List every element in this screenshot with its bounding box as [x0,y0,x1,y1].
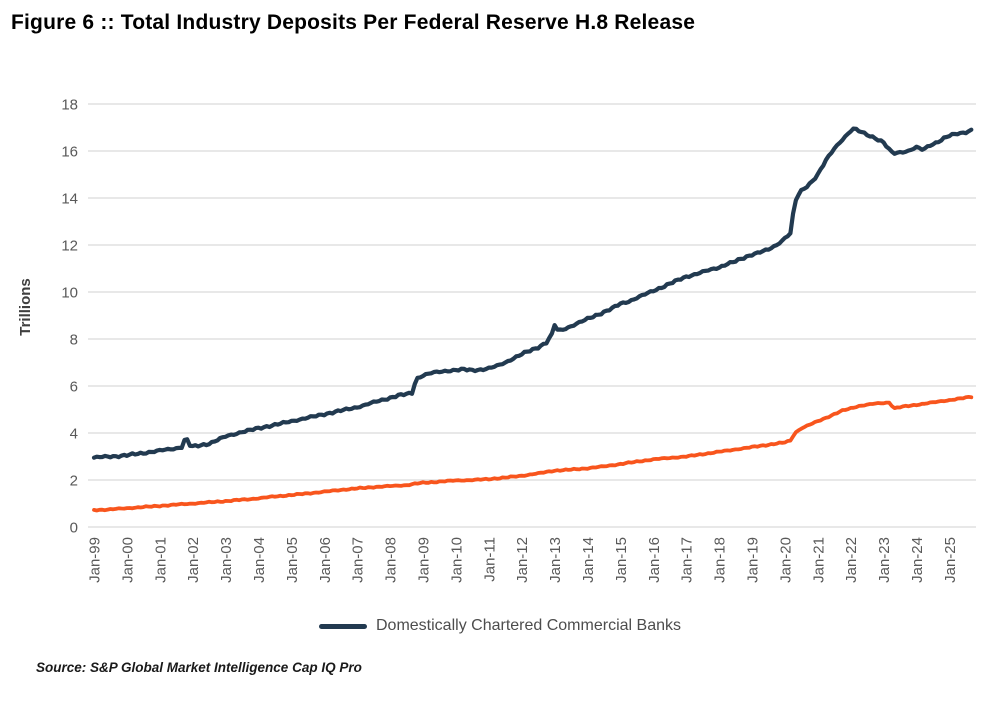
y-axis-tick-label: 12 [61,238,78,255]
y-axis-tick-label: 4 [70,426,78,443]
x-axis-tick-label: Jan-05 [284,537,301,583]
x-axis-tick-label: Jan-09 [416,537,433,583]
y-axis-tick-label: 8 [70,332,78,349]
legend-line-swatch [319,623,367,629]
x-axis-tick-label: Jan-25 [942,537,959,583]
x-axis-tick-label: Jan-20 [777,537,794,583]
figure-title: Figure 6 :: Total Industry Deposits Per … [11,11,696,34]
x-axis-tick-label: Jan-11 [481,537,498,582]
y-axis-tick-label: 18 [61,97,78,114]
x-axis-tick-label: Jan-23 [876,537,893,583]
source-note: Source: S&P Global Market Intelligence C… [36,660,362,675]
x-axis-tick-label: Jan-13 [547,537,564,583]
y-axis-tick-label: 2 [70,473,78,490]
x-axis-tick-label: Jan-06 [317,537,334,583]
x-axis-tick-label: Jan-22 [843,537,860,583]
legend-entry-label: Domestically Chartered Commercial Banks [376,617,681,634]
x-axis-tick-label: Jan-21 [810,537,827,583]
x-axis-tick-label: Jan-17 [679,537,696,583]
x-axis-tick-label: Jan-12 [514,537,531,583]
series-line-orange-unlabeled [92,395,974,513]
x-axis-tick-label: Jan-01 [152,537,169,583]
x-axis-tick-label: Jan-15 [613,537,630,583]
y-axis-tick-label: 10 [61,285,78,302]
x-axis-tick-label: Jan-03 [218,537,235,583]
x-axis-tick-label: Jan-99 [87,537,104,583]
y-axis-tick-label: 6 [70,379,78,396]
x-axis-tick-label: Jan-04 [251,537,268,583]
chart-legend: Domestically Chartered Commercial Banks [0,617,1000,635]
x-axis-tick-label: Jan-24 [909,537,926,583]
x-axis-tick-label: Jan-16 [646,537,663,583]
y-axis-tick-label: 14 [61,191,78,208]
x-axis-tick-label: Jan-10 [448,537,465,583]
y-axis-tick-label: 0 [70,520,78,537]
x-axis-tick-label: Jan-08 [383,537,400,583]
y-axis-label: Trillions [17,278,34,336]
x-axis-tick-label: Jan-07 [350,537,367,583]
x-axis-tick-label: Jan-02 [185,537,202,583]
x-axis-tick-label: Jan-18 [712,537,729,583]
x-axis-tick-label: Jan-14 [580,537,597,583]
series-line-domestically-chartered-commercial-banks [91,126,974,460]
y-axis-tick-label: 16 [61,144,78,161]
x-axis-tick-label: Jan-19 [745,537,762,583]
x-axis-tick-label: Jan-00 [119,537,136,583]
